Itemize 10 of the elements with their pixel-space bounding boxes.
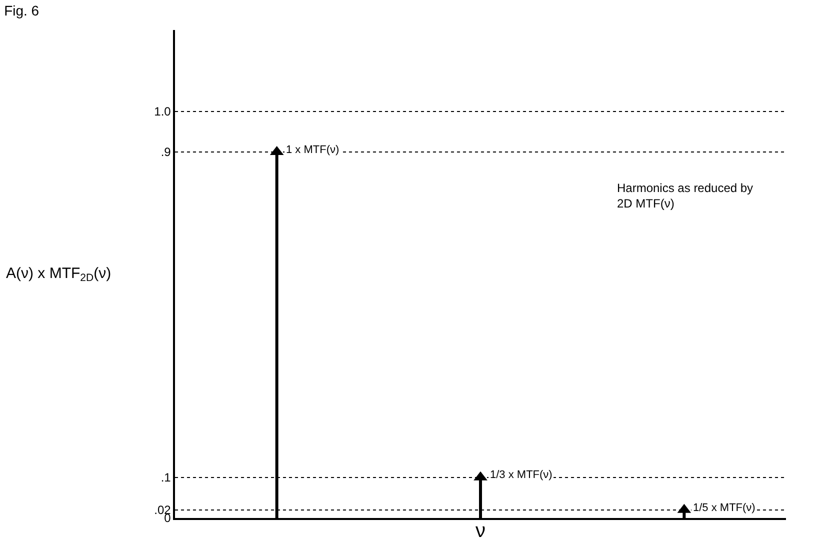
x-axis-title: ν <box>476 520 486 542</box>
y-tick-label: 1.0 <box>154 104 172 119</box>
annotation: Harmonics as reduced by 2D MTF(ν) <box>617 181 754 211</box>
data-label: 1/3 x MTF(ν) <box>490 469 552 481</box>
data-label: 1/5 x MTF(ν) <box>693 502 756 514</box>
y-tick-label: .1 <box>160 470 172 485</box>
y-axis-title: A(ν) x MTF$_{2D}$(ν) <box>6 265 112 284</box>
text: Fig. 6 <box>4 2 40 18</box>
data-label: 1 x MTF(ν) <box>286 144 340 156</box>
y-tick-label: .9 <box>160 145 172 160</box>
